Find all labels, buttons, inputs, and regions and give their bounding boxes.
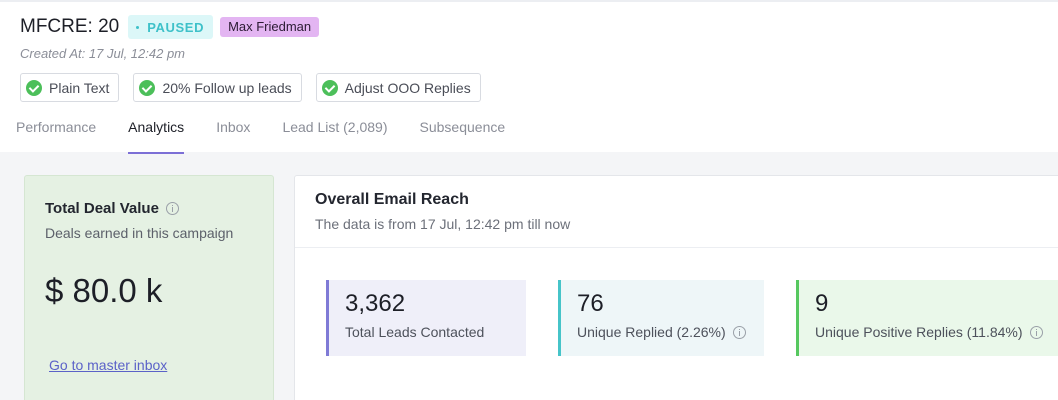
campaign-tabs: Performance Analytics Inbox Lead List (2…: [16, 119, 537, 154]
stat-unique-positive-replies: 9 Unique Positive Replies (11.84%): [796, 280, 1058, 356]
stat-label-text: Unique Positive Replies (11.84%): [815, 324, 1023, 340]
info-icon[interactable]: [732, 325, 746, 339]
master-inbox-link[interactable]: Go to master inbox: [49, 357, 168, 373]
stat-value: 9: [815, 290, 829, 317]
deal-value-subtitle: Deals earned in this campaign: [45, 225, 234, 241]
status-dot-icon: [136, 25, 140, 29]
campaign-title: MFCRE: 20: [20, 16, 120, 37]
chip-label: Plain Text: [49, 79, 110, 96]
info-icon[interactable]: [165, 202, 179, 215]
created-at: Created At: 17 Jul, 12:42 pm: [20, 46, 186, 61]
check-circle-icon: [139, 79, 156, 96]
tab-performance[interactable]: Performance: [16, 119, 97, 135]
deal-value-title: Total Deal Value: [45, 200, 179, 217]
campaign-header: MFCRE: 20 PAUSED Max Friedman Created At…: [0, 0, 1058, 154]
chip-adjust-ooo-replies: Adjust OOO Replies: [315, 73, 481, 102]
settings-chips: Plain Text 20% Follow up leads Adjust OO…: [20, 73, 495, 102]
tab-analytics[interactable]: Analytics: [128, 119, 185, 154]
email-reach-subtitle: The data is from 17 Jul, 12:42 pm till n…: [315, 216, 571, 232]
stat-unique-replied: 76 Unique Replied (2.26%): [558, 280, 764, 356]
chip-follow-up-leads: 20% Follow up leads: [133, 73, 302, 102]
info-icon[interactable]: [1029, 325, 1043, 339]
check-circle-icon: [26, 79, 42, 96]
stat-label: Unique Replied (2.26%): [577, 324, 764, 340]
chip-label: 20% Follow up leads: [162, 79, 292, 96]
stat-label-text: Total Leads Contacted: [345, 324, 485, 340]
tab-subsequence[interactable]: Subsequence: [419, 119, 506, 135]
deal-value-title-text: Total Deal Value: [45, 200, 159, 217]
stat-value: 3,362: [345, 290, 406, 317]
deal-value-amount: $ 80.0 k: [45, 272, 163, 309]
stat-total-leads-contacted: 3,362 Total Leads Contacted: [326, 280, 526, 356]
stat-label-text: Unique Replied (2.26%): [577, 324, 726, 340]
chip-label: Adjust OOO Replies: [344, 79, 471, 96]
title-row: MFCRE: 20 PAUSED Max Friedman: [20, 15, 320, 39]
owner-badge: Max Friedman: [220, 17, 320, 37]
status-badge: PAUSED: [128, 15, 214, 39]
email-reach-card: Overall Email Reach The data is from 17 …: [294, 175, 1058, 400]
status-badge-label: PAUSED: [147, 19, 205, 35]
stat-value: 76: [577, 290, 604, 317]
tab-inbox[interactable]: Inbox: [216, 119, 251, 135]
tab-lead-list[interactable]: Lead List (2,089): [282, 119, 388, 135]
chip-plain-text: Plain Text: [20, 73, 120, 102]
deal-value-card: Total Deal Value Deals earned in this ca…: [24, 175, 274, 400]
check-circle-icon: [321, 79, 338, 96]
stat-label: Total Leads Contacted: [345, 324, 526, 340]
stat-label: Unique Positive Replies (11.84%): [815, 324, 1058, 340]
email-reach-title: Overall Email Reach: [315, 191, 469, 208]
email-reach-header: Overall Email Reach The data is from 17 …: [295, 176, 1058, 248]
